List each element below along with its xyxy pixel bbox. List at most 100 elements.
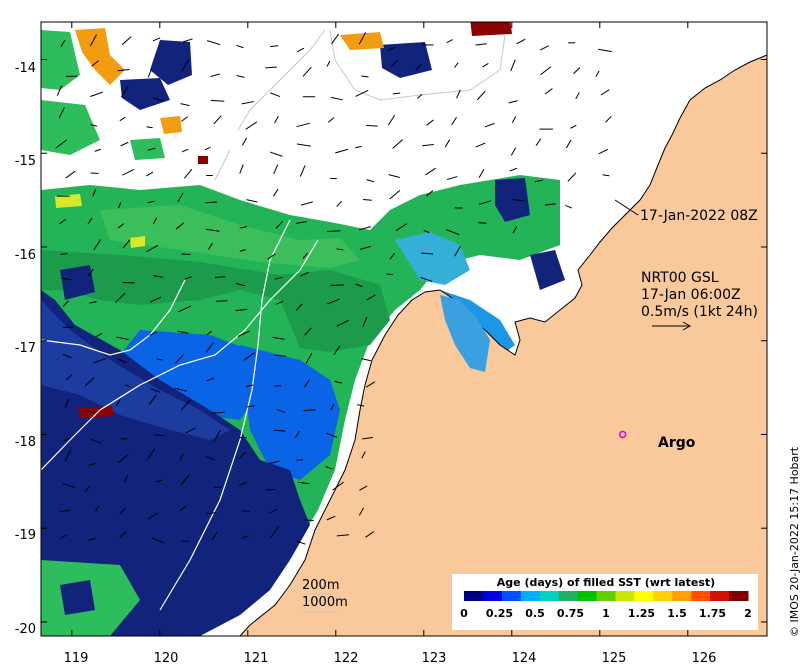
- current-vector: [296, 540, 306, 545]
- current-vector: [511, 199, 524, 202]
- current-vector: [451, 116, 458, 126]
- current-vector: [358, 507, 365, 516]
- current-vector: [276, 409, 286, 413]
- current-vector: [241, 101, 255, 105]
- current-vector: [90, 124, 98, 127]
- current-vector: [602, 174, 610, 177]
- current-vector: [362, 436, 373, 440]
- current-vector: [361, 75, 369, 78]
- current-vector: [476, 90, 486, 101]
- colorbar-swatch: [615, 591, 635, 601]
- current-vector: [243, 352, 255, 361]
- current-vector: [206, 377, 215, 382]
- current-scale-label: 0.5m/s (1kt 24h): [641, 304, 758, 320]
- colorbar-swatch: [577, 591, 598, 601]
- lat-tick-label: -16: [15, 248, 36, 263]
- current-product-label: NRT00 GSL: [641, 270, 719, 286]
- colorbar-swatch: [482, 591, 503, 601]
- lat-tick-label: -15: [15, 154, 36, 169]
- current-vector: [182, 38, 193, 43]
- argo-label: Argo: [658, 435, 696, 451]
- current-vector: [362, 316, 368, 328]
- colorbar-swatch: [710, 591, 730, 601]
- current-vector: [147, 147, 156, 151]
- current-vector: [296, 143, 311, 147]
- current-vector: [90, 438, 102, 444]
- credit-label: © IMOS 20-Jan-2022 15:17 Hobart: [788, 446, 801, 637]
- current-vector: [119, 116, 126, 122]
- colorbar-background: [452, 574, 758, 630]
- current-vector: [426, 190, 434, 197]
- current-vector: [239, 226, 247, 229]
- current-vector: [146, 126, 153, 129]
- current-vector: [327, 298, 340, 305]
- current-vector: [89, 301, 97, 304]
- current-vector: [275, 220, 284, 229]
- current-vector: [149, 331, 157, 336]
- current-vector: [366, 179, 375, 183]
- current-vector: [454, 62, 459, 68]
- current-vector: [88, 462, 96, 466]
- current-vector: [446, 176, 458, 181]
- current-vector: [120, 85, 129, 98]
- current-vector: [358, 32, 367, 45]
- current-vector: [210, 73, 221, 77]
- current-vector: [88, 268, 94, 277]
- current-vector: [245, 384, 254, 388]
- current-vector: [387, 46, 396, 52]
- current-vector: [417, 93, 423, 99]
- current-vector: [235, 308, 248, 312]
- current-vector: [296, 122, 310, 128]
- current-vector: [454, 245, 461, 257]
- current-vector: [423, 230, 430, 234]
- current-vector: [305, 352, 313, 364]
- current-vector: [355, 89, 369, 97]
- lon-tick-label: 123: [422, 651, 447, 666]
- pass-time-label: 17-Jan-2022 08Z: [640, 208, 758, 224]
- current-vector: [274, 115, 279, 124]
- current-vector: [147, 200, 155, 204]
- colorbar: Age (days) of filled SST (wrt latest) 0 0…: [452, 574, 758, 630]
- current-vector: [565, 204, 573, 209]
- current-vector: [238, 481, 247, 487]
- current-vector: [63, 437, 70, 442]
- current-vector: [327, 230, 341, 232]
- current-vector: [389, 189, 401, 200]
- current-vector: [148, 394, 158, 406]
- colorbar-title: Age (days) of filled SST (wrt latest): [497, 576, 715, 589]
- current-vector: [388, 174, 400, 178]
- current-vector: [65, 170, 76, 179]
- current-vector: [304, 519, 314, 522]
- argo-float-marker[interactable]: [618, 430, 627, 439]
- current-vector: [326, 432, 338, 438]
- current-vector: [510, 59, 516, 72]
- current-vector: [151, 537, 165, 544]
- current-vector: [355, 145, 362, 149]
- current-vector: [298, 481, 310, 485]
- current-vector: [152, 217, 158, 225]
- current-vector: [605, 116, 612, 123]
- current-vector: [213, 115, 222, 125]
- current-vector: [274, 276, 283, 280]
- current-vector: [245, 121, 258, 130]
- current-vector: [336, 319, 350, 327]
- colorbar-tick-label: 0: [460, 607, 468, 620]
- current-time-label: 17-Jan 06:00Z: [641, 287, 741, 303]
- current-vector: [181, 116, 189, 122]
- current-vector: [236, 282, 246, 287]
- isobath-white-2: [41, 239, 319, 471]
- current-vector: [236, 75, 245, 78]
- lat-tick-label: -17: [15, 341, 36, 356]
- current-vector: [268, 460, 280, 465]
- current-vector: [271, 336, 285, 340]
- current-vector: [302, 252, 308, 259]
- current-vector: [295, 430, 300, 438]
- current-vector: [242, 510, 250, 513]
- current-vector: [273, 164, 279, 175]
- colorbar-swatch: [729, 591, 749, 601]
- current-vector: [270, 151, 283, 157]
- current-vector: [389, 252, 396, 260]
- current-vector: [237, 330, 250, 337]
- current-vector: [425, 167, 436, 176]
- current-vector: [359, 226, 371, 231]
